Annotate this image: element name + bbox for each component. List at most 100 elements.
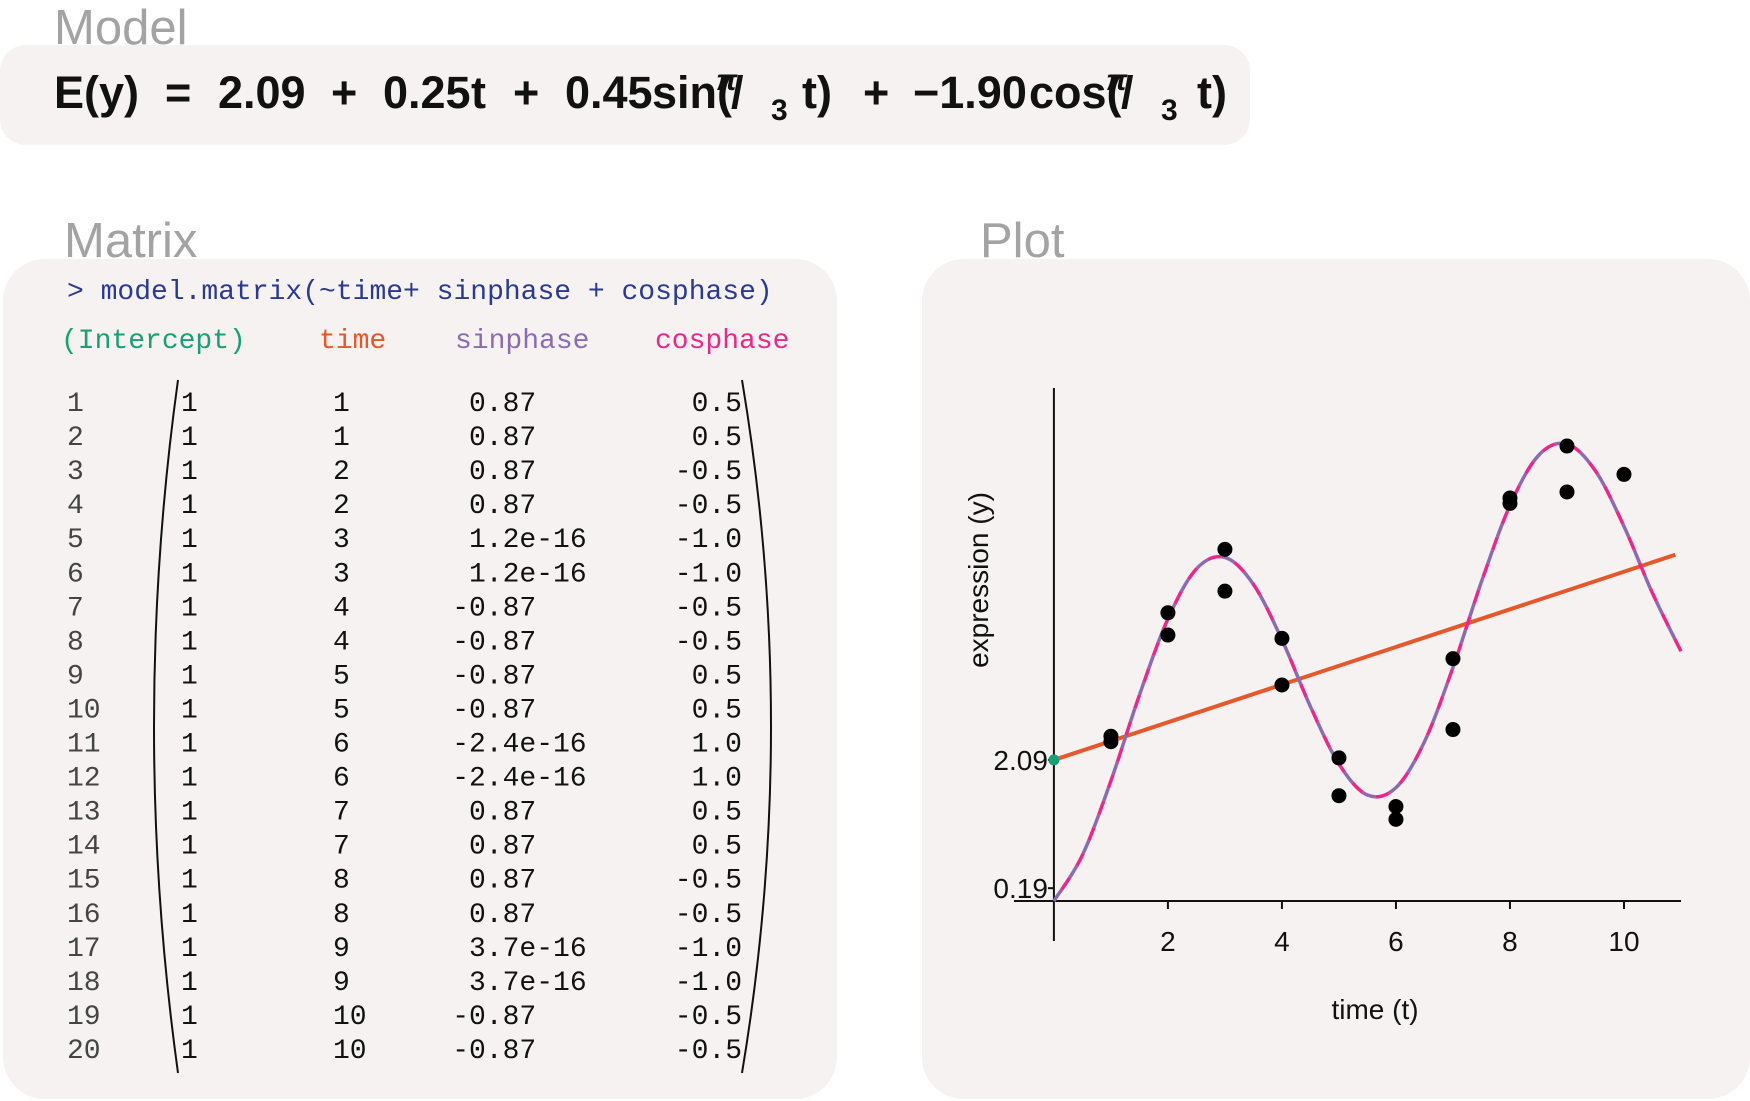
row-name: 9 <box>67 661 84 692</box>
row-name: 6 <box>67 559 84 590</box>
eq-plus: + <box>331 67 357 118</box>
cell: 8 <box>333 866 350 897</box>
eq-coef: −1.90 <box>913 67 1027 118</box>
row-name: 3 <box>67 457 84 488</box>
model-panel <box>0 45 1250 145</box>
data-point <box>1331 750 1347 766</box>
cell: 0.5 <box>692 798 742 829</box>
row-name: 13 <box>67 798 101 829</box>
row-name: 17 <box>67 934 101 965</box>
data-point <box>1559 484 1575 500</box>
eq-num: π <box>716 64 738 97</box>
cell: -0.5 <box>675 1002 742 1033</box>
data-point <box>1274 630 1290 646</box>
data-point <box>1217 583 1233 599</box>
eq-coef: 0.45 <box>565 67 653 118</box>
row-name: 5 <box>67 525 84 556</box>
cell: 1 <box>181 559 198 590</box>
row-name: 11 <box>67 730 101 761</box>
cell: 2 <box>333 457 350 488</box>
cell: 0.87 <box>469 389 536 420</box>
eq-coef: 2.09 <box>218 67 306 118</box>
cell: 0.87 <box>469 832 536 863</box>
eq-tail: t) <box>802 67 832 118</box>
eq-tail: t) <box>1197 67 1227 118</box>
eq-num: π <box>1106 64 1128 97</box>
column-header: sinphase <box>455 326 589 357</box>
cell: 1 <box>181 900 198 931</box>
cell: -0.5 <box>675 866 742 897</box>
trend-line <box>1053 552 1676 762</box>
eq-plus: + <box>863 67 889 118</box>
column-header: cosphase <box>655 326 789 357</box>
cell: -0.87 <box>452 1036 536 1067</box>
plot-panel <box>922 259 1750 1099</box>
row-name: 20 <box>67 1036 101 1067</box>
data-point <box>1616 466 1632 482</box>
cell: -0.87 <box>452 593 536 624</box>
cell: -1.0 <box>675 934 742 965</box>
cell: 5 <box>333 695 350 726</box>
cell: 1.0 <box>692 730 742 761</box>
cell: 9 <box>333 968 350 999</box>
x-tick-label: 6 <box>1388 926 1404 957</box>
cell: 1.2e-16 <box>469 525 587 556</box>
row-name: 4 <box>67 491 84 522</box>
cell: 1 <box>181 661 198 692</box>
cell: -0.5 <box>675 900 742 931</box>
cell: 0.87 <box>469 900 536 931</box>
data-point <box>1445 651 1461 667</box>
cell: 0.5 <box>692 389 742 420</box>
cell: 1 <box>181 627 198 658</box>
column-header: (Intercept) <box>61 326 246 357</box>
cell: 8 <box>333 900 350 931</box>
cell: 1 <box>181 730 198 761</box>
row-name: 10 <box>67 695 101 726</box>
cell: -0.87 <box>452 627 536 658</box>
row-name: 7 <box>67 593 84 624</box>
data-point <box>1217 541 1233 557</box>
x-tick-label: 4 <box>1274 926 1290 957</box>
data-point <box>1445 722 1461 738</box>
eq-fn: sin( <box>652 67 732 118</box>
eq-den: 3 <box>771 94 788 127</box>
row-name: 12 <box>67 764 101 795</box>
cell: 0.87 <box>469 866 536 897</box>
cell: 3 <box>333 525 350 556</box>
cell: 4 <box>333 593 350 624</box>
cell: 0.87 <box>469 423 536 454</box>
cell: 1.0 <box>692 764 742 795</box>
matrix-panel <box>3 259 837 1099</box>
cell: -0.87 <box>452 1002 536 1033</box>
data-point <box>1331 788 1347 804</box>
cell: 1 <box>181 832 198 863</box>
left-paren <box>153 379 179 1074</box>
cell: 1 <box>181 934 198 965</box>
data-point <box>1274 677 1290 693</box>
cell: 3.7e-16 <box>469 968 587 999</box>
data-point <box>1160 605 1176 621</box>
cell: 1 <box>181 798 198 829</box>
y-tick-label: 0.19 <box>993 873 1048 904</box>
row-name: 8 <box>67 627 84 658</box>
row-name: 16 <box>67 900 101 931</box>
cell: -0.5 <box>675 457 742 488</box>
cell: 5 <box>333 661 350 692</box>
cell: 3.7e-16 <box>469 934 587 965</box>
cell: 1 <box>181 525 198 556</box>
row-name: 2 <box>67 423 84 454</box>
cell: 1 <box>181 1002 198 1033</box>
eq-plus: + <box>513 67 539 118</box>
eq-lhs: E(y) <box>54 67 139 118</box>
cell: 9 <box>333 934 350 965</box>
x-tick-label: 8 <box>1502 926 1518 957</box>
data-point <box>1559 438 1575 454</box>
right-paren <box>741 379 772 1074</box>
x-tick-label: 2 <box>1160 926 1176 957</box>
data-point <box>1103 734 1119 750</box>
cell: 1 <box>181 491 198 522</box>
data-point <box>1502 495 1518 511</box>
cell: 1 <box>181 1036 198 1067</box>
intercept-point <box>1048 754 1060 766</box>
model-title: Model <box>54 1 187 55</box>
